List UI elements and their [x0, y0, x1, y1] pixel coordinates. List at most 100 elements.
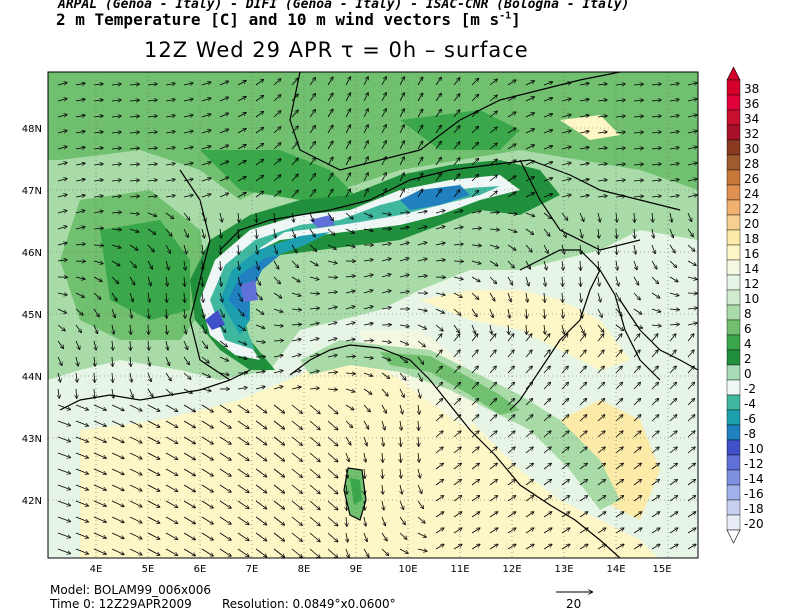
- wind-vector: [399, 532, 407, 539]
- wind-vector: [219, 404, 231, 412]
- wind-vector: [489, 260, 498, 266]
- wind-vector: [615, 292, 620, 301]
- wind-vector: [129, 180, 139, 181]
- wind-vector: [543, 162, 552, 166]
- wind-vector: [381, 291, 391, 294]
- wind-vector: [435, 110, 441, 118]
- wind-vector: [615, 431, 623, 438]
- wind-vector: [525, 177, 534, 182]
- wind-vector: [255, 176, 263, 182]
- wind-vector: [255, 500, 267, 509]
- wind-vector: [57, 226, 67, 230]
- wind-vector: [57, 452, 70, 458]
- wind-vector: [471, 324, 475, 333]
- wind-vector: [57, 500, 70, 506]
- wind-vector: [615, 276, 619, 286]
- wind-vector: [453, 399, 460, 406]
- lon-label: 4E: [90, 564, 103, 575]
- wind-vector: [381, 404, 386, 413]
- wind-vector: [129, 436, 142, 443]
- wind-vector: [256, 244, 258, 254]
- wind-vector: [291, 404, 302, 413]
- wind-vector: [579, 163, 589, 165]
- wind-vector: [399, 275, 409, 277]
- wind-vector: [561, 99, 571, 101]
- wind-vector: [489, 276, 496, 283]
- wind-vector: [201, 82, 211, 86]
- wind-vector: [543, 334, 550, 342]
- wind-vector: [130, 324, 131, 334]
- wind-vector: [147, 276, 151, 286]
- wind-vector: [525, 350, 532, 358]
- wind-vector: [417, 242, 427, 246]
- wind-vector: [111, 452, 124, 458]
- wind-vector: [237, 516, 249, 524]
- wind-vector: [165, 260, 169, 270]
- wind-vector: [507, 260, 514, 268]
- wind-vector: [57, 243, 67, 245]
- wind-vector: [435, 512, 444, 518]
- lat-label: 47N: [22, 186, 42, 197]
- wind-vector: [507, 128, 516, 134]
- wind-vector: [184, 308, 185, 318]
- wind-vector: [255, 371, 265, 373]
- wind-vector: [382, 452, 383, 462]
- wind-vector: [183, 436, 195, 444]
- wind-vector: [597, 366, 604, 374]
- wind-vector: [147, 372, 151, 381]
- wind-vector: [148, 356, 150, 366]
- lat-label: 42N: [22, 496, 42, 507]
- wind-vector: [669, 228, 673, 237]
- wind-vector: [579, 350, 586, 358]
- wind-vector: [687, 399, 694, 406]
- wind-vector: [525, 97, 534, 102]
- wind-vector: [453, 142, 460, 150]
- wind-vector: [183, 115, 193, 117]
- wind-vector: [417, 77, 423, 86]
- wind-vector: [57, 115, 67, 118]
- wind-vector: [453, 126, 460, 134]
- wind-vector: [363, 141, 368, 150]
- wind-vector: [543, 194, 552, 198]
- wind-vector: [273, 127, 281, 134]
- wind-vector: [363, 212, 372, 217]
- wind-vector: [57, 324, 65, 331]
- wind-vector: [345, 125, 350, 134]
- wind-vector: [273, 404, 284, 413]
- wind-vector: [309, 532, 320, 542]
- wind-vector: [597, 308, 602, 317]
- wind-vector: [543, 366, 550, 374]
- wind-vector: [327, 307, 337, 309]
- wind-vector: [219, 340, 227, 347]
- wind-vector: [525, 544, 534, 550]
- wind-vector: [255, 80, 263, 86]
- wind-vector: [669, 512, 678, 518]
- wind-vector: [130, 356, 131, 366]
- wind-vector: [273, 532, 284, 541]
- wind-vector: [255, 292, 262, 300]
- wind-vector: [471, 191, 478, 198]
- wind-vector: [651, 383, 658, 390]
- wind-vector: [687, 323, 697, 325]
- wind-vector: [687, 366, 694, 374]
- wind-vector: [363, 125, 368, 134]
- colorbar-swatch: [726, 79, 741, 96]
- wind-vector: [237, 468, 249, 476]
- wind-vector: [418, 404, 419, 414]
- wind-vector: [489, 191, 497, 198]
- wind-vector: [111, 436, 124, 442]
- wind-vector: [633, 480, 641, 486]
- wind-vector: [399, 388, 404, 397]
- wind-vector: [633, 528, 642, 534]
- wind-vector: [111, 180, 121, 181]
- wind-vector: [57, 468, 70, 474]
- wind-vector: [633, 350, 640, 358]
- lon-label: 12E: [502, 564, 521, 575]
- wind-vector: [669, 399, 676, 406]
- wind-vector: [309, 452, 320, 462]
- wind-vector: [75, 244, 85, 245]
- colorbar-label: 30: [744, 142, 760, 156]
- wind-vector: [147, 132, 157, 133]
- wind-vector: [579, 399, 586, 406]
- colorbar-swatch: [726, 154, 741, 171]
